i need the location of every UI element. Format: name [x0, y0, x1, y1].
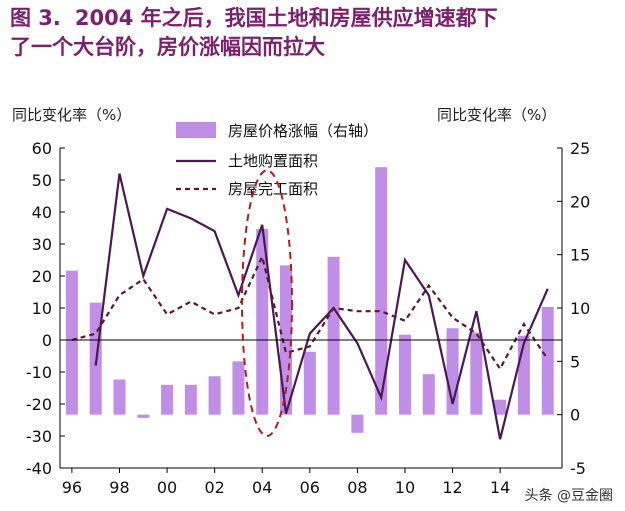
bar-mark — [184, 384, 197, 415]
figure-number: 图 3. — [10, 6, 61, 30]
right-tick-label: -5 — [570, 459, 586, 478]
left-tick-label: -20 — [26, 395, 52, 414]
left-tick-label: -10 — [26, 363, 52, 382]
left-tick-label: 40 — [32, 203, 52, 222]
right-tick-label: 25 — [570, 139, 590, 158]
left-tick-label: 20 — [32, 267, 52, 286]
x-tick-label: 98 — [109, 478, 129, 497]
left-tick-label: -30 — [26, 427, 52, 446]
x-tick-label: 04 — [252, 478, 272, 497]
bar-mark — [398, 334, 411, 415]
bar-mark — [375, 167, 388, 415]
bar-mark — [161, 384, 174, 415]
right-tick-label: 10 — [570, 299, 590, 318]
left-tick-label: 0 — [42, 331, 52, 350]
bar-series — [65, 167, 554, 433]
legend-label-land: 土地购置面积 — [228, 152, 318, 170]
right-tick-label: 5 — [570, 352, 580, 371]
axes — [59, 147, 563, 473]
x-tick-label: 00 — [157, 478, 177, 497]
right-tick-label: 0 — [570, 406, 580, 425]
left-tick-label: 10 — [32, 299, 52, 318]
watermark: 头条 @豆金圈 — [524, 488, 613, 504]
x-tick-label: 96 — [62, 478, 82, 497]
annotation — [240, 169, 293, 438]
left-tick-label: 60 — [32, 139, 52, 158]
x-tick-label: 06 — [300, 478, 320, 497]
highlight-ellipse — [240, 169, 293, 438]
left-tick-label: 50 — [32, 171, 52, 190]
bar-mark — [232, 361, 245, 415]
bar-mark — [137, 414, 150, 418]
bar-mark — [470, 332, 483, 415]
land-purchase-line — [94, 173, 549, 440]
right-tick-label: 20 — [570, 192, 590, 211]
legend-swatch-bar — [176, 122, 216, 138]
bar-mark — [422, 374, 435, 415]
house-completion-line — [71, 253, 549, 371]
bar-mark — [113, 379, 126, 415]
x-tick-label: 12 — [442, 478, 462, 497]
legend-label-bar: 房屋价格涨幅（右轴） — [228, 122, 378, 140]
left-axis-title: 同比变化率（%） — [12, 106, 131, 124]
x-tick-label: 14 — [490, 478, 510, 497]
bar-mark — [303, 351, 316, 415]
legend-label-house: 房屋完工面积 — [228, 180, 318, 198]
x-tick-label: 08 — [347, 478, 367, 497]
bar-mark — [351, 414, 364, 433]
bar-mark — [327, 256, 340, 415]
left-tick-label: -40 — [26, 459, 52, 478]
title-line-1: 2004 年之后，我国土地和房屋供应增速都下 — [74, 6, 498, 30]
line-series — [71, 173, 549, 440]
chart-title: 图 3. 2004 年之后，我国土地和房屋供应增速都下 了一个大台阶，房价涨幅因而… — [10, 4, 615, 62]
x-tick-label: 10 — [395, 478, 415, 497]
title-line-2: 了一个大台阶，房价涨幅因而拉大 — [10, 35, 325, 59]
x-tick-label: 02 — [204, 478, 224, 497]
bar-mark — [256, 229, 269, 415]
left-tick-label: 30 — [32, 235, 52, 254]
right-axis-title: 同比变化率（%） — [437, 106, 556, 124]
bar-mark — [541, 306, 554, 415]
bar-mark — [65, 270, 78, 415]
bar-mark — [494, 399, 507, 415]
right-tick-label: 15 — [570, 246, 590, 265]
bar-mark — [208, 376, 221, 415]
